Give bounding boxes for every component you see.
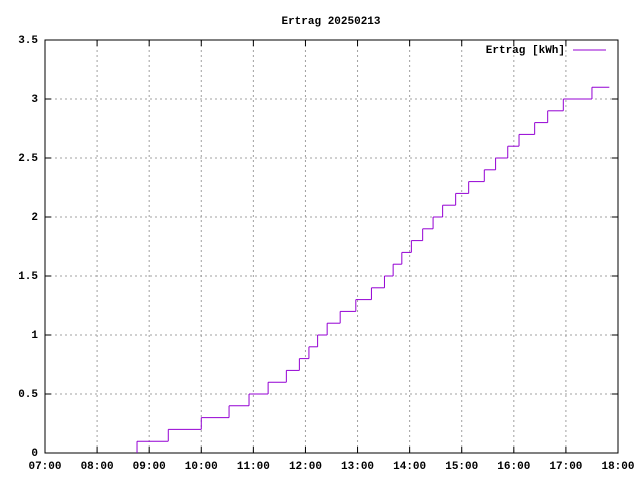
x-tick-label: 15:00 (445, 461, 478, 473)
legend-label: Ertrag [kWh] (486, 45, 565, 57)
y-tick-label: 3.5 (18, 35, 38, 47)
y-tick-label: 0.5 (18, 389, 38, 401)
x-tick-label: 12:00 (289, 461, 322, 473)
x-tick-label: 08:00 (81, 461, 114, 473)
plot-border (44, 39, 619, 454)
x-tick-label: 09:00 (133, 461, 166, 473)
x-tick-label: 14:00 (393, 461, 426, 473)
chart-title: Ertrag 20250213 (281, 16, 380, 28)
x-tick-label: 17:00 (549, 461, 582, 473)
y-tick-label: 1.5 (18, 271, 38, 283)
x-tick-label: 18:00 (601, 461, 634, 473)
y-tick-label: 3 (31, 94, 38, 106)
y-tick-label: 2 (31, 212, 38, 224)
x-tick-label: 11:00 (237, 461, 270, 473)
x-tick-label: 16:00 (497, 461, 530, 473)
x-tick-label: 13:00 (341, 461, 374, 473)
x-tick-label: 07:00 (28, 461, 61, 473)
x-tick-label: 10:00 (185, 461, 218, 473)
y-tick-label: 1 (31, 330, 38, 342)
y-tick-label: 2.5 (18, 153, 38, 165)
y-tick-label: 0 (31, 448, 38, 460)
